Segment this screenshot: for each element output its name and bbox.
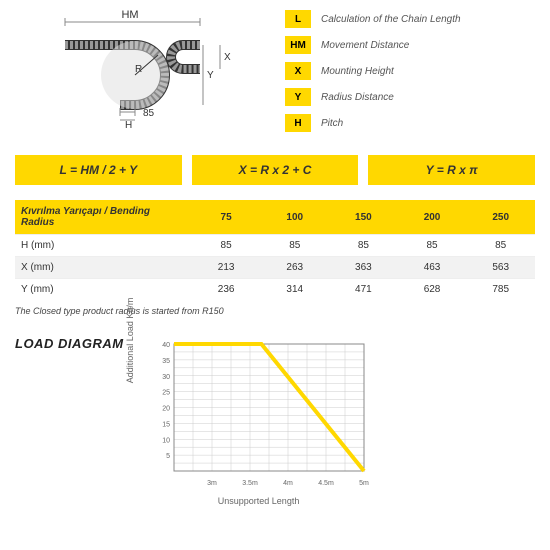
svg-text:5: 5 bbox=[166, 453, 170, 460]
label-y: Y bbox=[207, 70, 214, 81]
table-header-col: 100 bbox=[260, 200, 329, 235]
table-header-col: 200 bbox=[398, 200, 467, 235]
cell: 85 bbox=[466, 235, 535, 257]
legend-text: Pitch bbox=[321, 118, 343, 129]
cell: 263 bbox=[260, 257, 329, 279]
svg-text:4m: 4m bbox=[283, 480, 293, 487]
cell: 463 bbox=[398, 257, 467, 279]
chain-schematic: HM R Y X 85 H bbox=[15, 10, 265, 140]
cell: 363 bbox=[329, 257, 398, 279]
legend: L Calculation of the Chain Length HM Moveme… bbox=[285, 10, 535, 140]
load-diagram-title: LOAD DIAGRAM bbox=[15, 336, 124, 351]
table-row: H (mm)8585858585 bbox=[15, 235, 535, 257]
svg-text:35: 35 bbox=[162, 358, 170, 365]
svg-text:25: 25 bbox=[162, 390, 170, 397]
legend-item: X Mounting Height bbox=[285, 62, 535, 80]
cell: 213 bbox=[192, 257, 261, 279]
svg-text:4.5m: 4.5m bbox=[318, 480, 334, 487]
table-header-col: 75 bbox=[192, 200, 261, 235]
chart-xlabel: Unsupported Length bbox=[144, 496, 374, 506]
cell: 85 bbox=[192, 235, 261, 257]
cell: 563 bbox=[466, 257, 535, 279]
chain-shape bbox=[65, 41, 200, 109]
table-note: The Closed type product radius is starte… bbox=[15, 306, 535, 316]
svg-text:40: 40 bbox=[162, 342, 170, 349]
row-label: X (mm) bbox=[15, 257, 192, 279]
svg-text:15: 15 bbox=[162, 421, 170, 428]
svg-text:5m: 5m bbox=[359, 480, 369, 487]
formulas-row: L = HM / 2 + Y X = R x 2 + C Y = R x π bbox=[15, 155, 535, 185]
legend-text: Radius Distance bbox=[321, 92, 394, 103]
table-header-label: Kıvrılma Yarıçapı / Bending Radius bbox=[15, 200, 192, 235]
legend-badge: X bbox=[285, 62, 311, 80]
label-hm: HM bbox=[121, 10, 138, 21]
cell: 628 bbox=[398, 279, 467, 301]
cell: 314 bbox=[260, 279, 329, 301]
legend-text: Movement Distance bbox=[321, 40, 409, 51]
legend-badge: L bbox=[285, 10, 311, 28]
label-r: R bbox=[135, 64, 142, 75]
svg-text:3m: 3m bbox=[207, 480, 217, 487]
legend-item: L Calculation of the Chain Length bbox=[285, 10, 535, 28]
cell: 471 bbox=[329, 279, 398, 301]
label-85: 85 bbox=[143, 108, 155, 119]
chart-ylabel: Additional Load Kg/m bbox=[125, 298, 135, 384]
cell: 236 bbox=[192, 279, 261, 301]
svg-text:20: 20 bbox=[162, 406, 170, 413]
load-diagram-chart: Additional Load Kg/m 4035302520151053m3.… bbox=[144, 336, 374, 506]
row-label: H (mm) bbox=[15, 235, 192, 257]
formula-box: Y = R x π bbox=[368, 155, 535, 185]
label-h: H bbox=[125, 120, 132, 131]
legend-badge: Y bbox=[285, 88, 311, 106]
table-header-col: 150 bbox=[329, 200, 398, 235]
label-x: X bbox=[224, 52, 231, 63]
legend-text: Mounting Height bbox=[321, 66, 394, 77]
legend-item: Y Radius Distance bbox=[285, 88, 535, 106]
formula-box: X = R x 2 + C bbox=[192, 155, 359, 185]
legend-badge: HM bbox=[285, 36, 311, 54]
table-row: Y (mm)236314471628785 bbox=[15, 279, 535, 301]
svg-text:30: 30 bbox=[162, 374, 170, 381]
cell: 85 bbox=[329, 235, 398, 257]
cell: 85 bbox=[398, 235, 467, 257]
svg-text:3.5m: 3.5m bbox=[242, 480, 258, 487]
legend-item: H Pitch bbox=[285, 114, 535, 132]
table-row: X (mm)213263363463563 bbox=[15, 257, 535, 279]
cell: 785 bbox=[466, 279, 535, 301]
table-header-col: 250 bbox=[466, 200, 535, 235]
legend-text: Calculation of the Chain Length bbox=[321, 14, 461, 25]
formula-box: L = HM / 2 + Y bbox=[15, 155, 182, 185]
legend-badge: H bbox=[285, 114, 311, 132]
row-label: Y (mm) bbox=[15, 279, 192, 301]
bending-radius-table: Kıvrılma Yarıçapı / Bending Radius751001… bbox=[15, 200, 535, 300]
svg-text:10: 10 bbox=[162, 437, 170, 444]
legend-item: HM Movement Distance bbox=[285, 36, 535, 54]
cell: 85 bbox=[260, 235, 329, 257]
